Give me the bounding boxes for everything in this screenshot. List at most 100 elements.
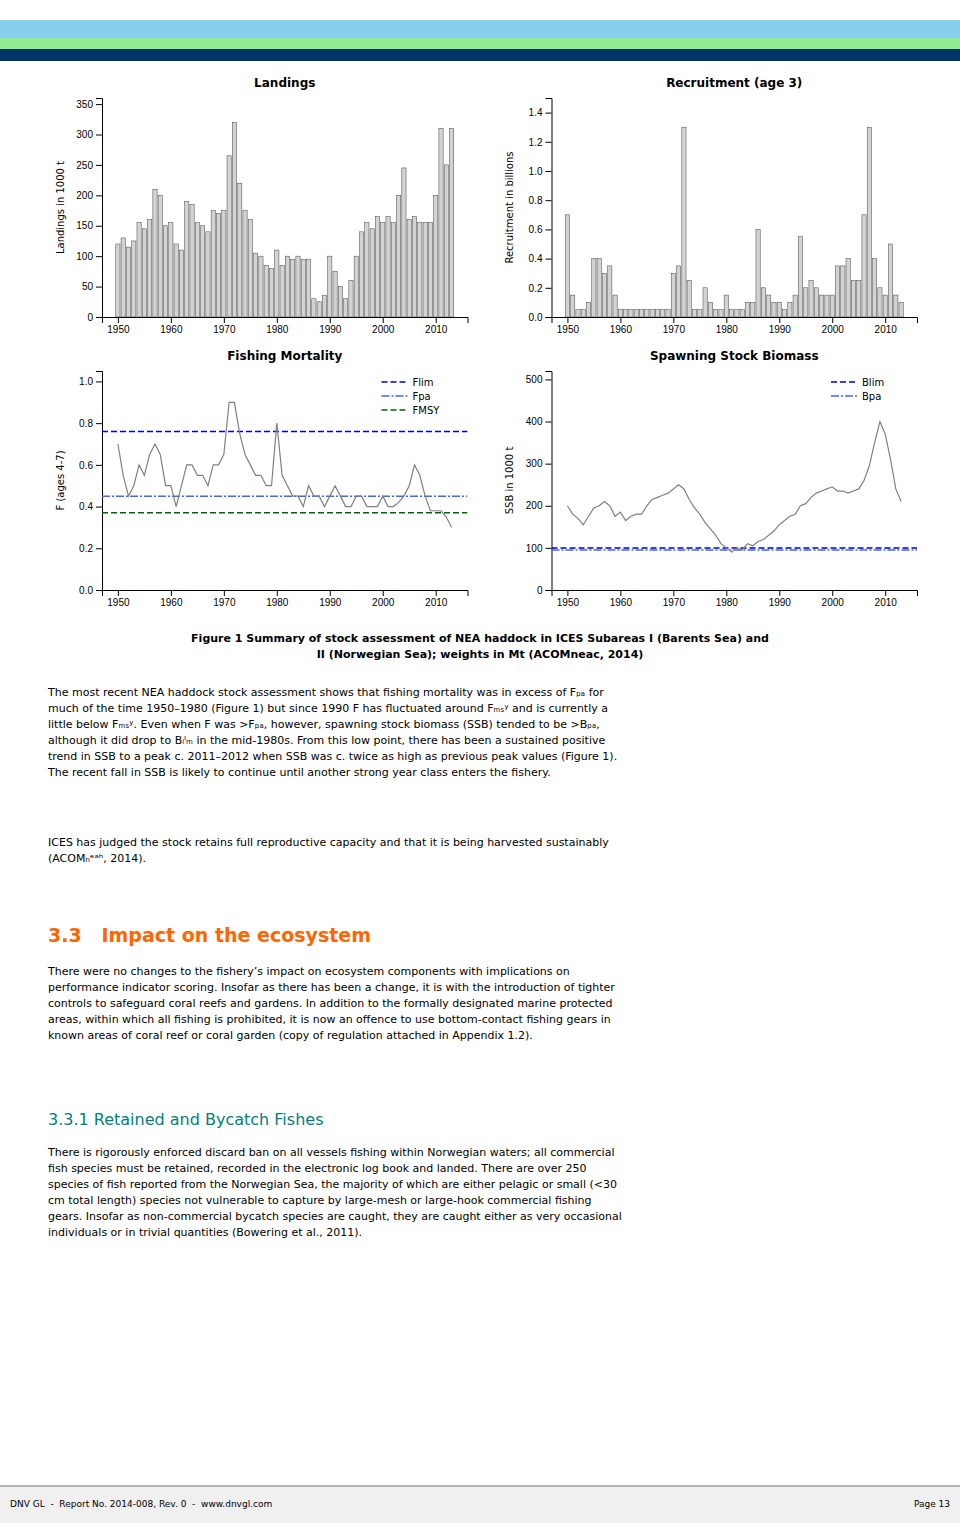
bar [179,250,183,317]
tick: 200 [76,190,102,201]
bar [148,220,152,317]
bar [841,266,845,317]
bar [328,256,332,317]
bar [576,310,580,317]
tick: 1970 [663,590,686,608]
bar [698,310,702,317]
header-bar [0,38,960,49]
bar [359,232,363,317]
bar [211,211,215,317]
tick-mark [96,317,102,318]
bar [565,215,569,317]
tick: 1.0 [79,376,102,387]
bar [280,265,284,317]
bar [190,204,194,317]
tick-label: 0.2 [529,283,543,294]
bar [206,232,210,317]
tick: 1960 [610,317,633,335]
tick-label: 200 [76,190,93,201]
tick: 350 [76,99,102,110]
tick-mark [546,259,552,260]
tick: 1990 [319,317,342,335]
tick: 1960 [610,590,633,608]
paragraph-line: controls to safeguard coral reefs and ga… [48,997,613,1010]
bar [338,287,342,317]
bar [894,295,898,317]
y-axis: 0100200300400500 [526,372,552,596]
tick-mark [224,317,225,323]
tick-label: 1970 [213,324,236,335]
paragraph-line: There is rigorously enforced discard ban… [47,1146,614,1159]
bar [185,201,189,317]
tick-mark [224,590,225,596]
bar [248,220,252,317]
tick: 0.6 [79,460,102,471]
axis-domain [103,591,469,597]
tick: 2000 [372,317,395,335]
tick-label: 1.0 [529,166,543,177]
tick-mark [118,590,119,596]
bar [418,223,422,317]
bar [238,183,242,317]
tick-label: 0.0 [79,585,93,596]
bar [867,127,871,317]
tick-label: 1950 [557,324,580,335]
tick-mark [330,590,331,596]
figure-caption: Figure 1 Summary of stock assessment of … [191,632,769,645]
paragraph-line: known areas of coral reef or coral garde… [48,1029,533,1042]
bar [772,302,776,317]
tick-mark [546,464,552,465]
tick: 2000 [822,590,845,608]
tick-mark [620,317,621,323]
bar [349,281,353,318]
marks [552,422,918,553]
bar [687,281,691,318]
legend-entry: Flim [382,377,434,388]
tick-label: 350 [76,99,93,110]
bar [767,295,771,317]
y-axis: 0.00.20.40.60.81.01.21.4 [529,99,552,323]
marks [565,127,903,317]
bar [862,215,866,317]
tick-label: 100 [76,251,93,262]
tick: 200 [526,500,552,511]
tick: 400 [526,416,552,427]
tick: 0.4 [79,501,102,512]
tick-mark [96,165,102,166]
bar [381,223,385,317]
bar [804,288,808,317]
x-axis: 1950196019701980199020002010 [552,590,918,608]
tick: 1980 [266,590,289,608]
tick-label: 2000 [822,597,845,608]
bar [137,223,141,317]
bar [761,288,765,317]
tick-label: 2000 [372,597,395,608]
tick-label: 1990 [319,597,342,608]
tick-mark [96,226,102,227]
tick-mark [673,590,674,596]
bar [132,241,136,317]
tick: 300 [76,129,102,140]
bar [434,195,438,317]
bar [798,237,802,317]
bar [756,229,760,317]
axis-domain [96,99,103,318]
reference-line [102,512,468,514]
tick-label: 100 [526,543,543,554]
tick-label: 250 [76,160,93,171]
bar [253,253,257,317]
legend-label: Flim [413,377,434,388]
tick-mark [567,317,568,323]
tick-label: 0 [87,312,93,323]
tick: 300 [526,458,552,469]
tick-label: 300 [526,458,543,469]
tick-mark [96,548,102,549]
bar [121,238,125,317]
tick: 0.0 [529,312,552,323]
marks [116,122,454,317]
tick-label: 0.8 [529,195,543,206]
tick-mark [673,317,674,323]
tick-mark [171,317,172,323]
tick-label: 1980 [716,597,739,608]
y-axis-label: SSB in 1000 t [504,447,515,515]
